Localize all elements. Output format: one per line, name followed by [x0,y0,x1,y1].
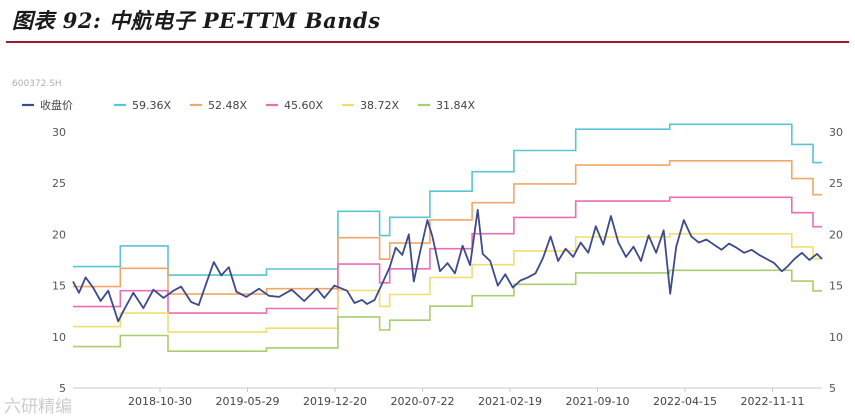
header: 图表 92: 中航电子 PE-TTM Bands [0,0,855,46]
x-tick-label: 2020-07-22 [391,395,455,408]
close-price-line [72,208,823,323]
title-divider [6,41,849,43]
y-tick-label-left: 20 [52,228,66,241]
band-line-59-36x [73,123,822,276]
watermark-text: 六研精编 [4,397,72,417]
x-tick-label: 2021-09-10 [566,395,630,408]
x-tick-label: 2022-11-11 [741,395,805,408]
y-tick-label-right: 15 [829,280,843,293]
legend-label: 45.60X [284,99,323,112]
y-tick-label-left: 25 [52,177,66,190]
band-line-45-6x [73,196,822,314]
y-tick-label-left: 10 [52,331,66,344]
legend-label: 收盘价 [40,98,73,112]
y-tick-label-right: 5 [829,382,836,395]
y-tick-label-right: 20 [829,228,843,241]
y-tick-label-left: 5 [59,382,66,395]
y-tick-label-right: 25 [829,177,843,190]
y-tick-label-left: 30 [52,126,66,139]
legend-label: 59.36X [132,99,171,112]
y-tick-label-right: 10 [829,331,843,344]
band-line-31-84x [73,269,822,352]
band-line-52-48x [73,160,822,295]
legend-label: 38.72X [360,99,399,112]
ticker-label: 600372.SH [12,79,62,89]
x-tick-label: 2022-04-15 [653,395,717,408]
x-tick-label: 2019-05-29 [216,395,280,408]
chart-title: 图表 92: 中航电子 PE-TTM Bands [12,8,381,33]
x-tick-label: 2021-02-19 [478,395,542,408]
x-tick-label: 2019-12-20 [303,395,367,408]
y-tick-label-right: 30 [829,126,843,139]
legend-label: 52.48X [208,99,247,112]
x-tick-label: 2018-10-30 [128,395,192,408]
legend-label: 31.84X [436,99,475,112]
y-tick-label-left: 15 [52,280,66,293]
band-line-38-72x [73,233,822,333]
